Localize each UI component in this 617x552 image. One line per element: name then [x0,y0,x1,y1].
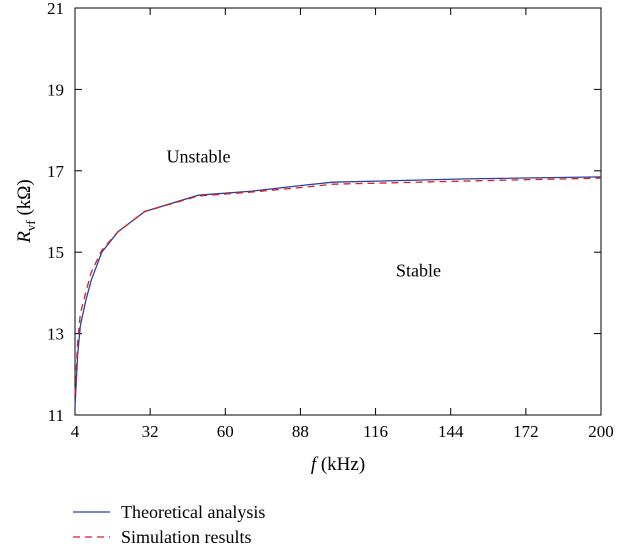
x-axis-var: f [311,454,319,475]
x-tick-label: 116 [363,422,388,441]
y-axis-label: Rvf (kΩ) [14,179,38,243]
x-axis-unit: (kHz) [316,454,365,475]
series-layer [74,176,602,407]
x-tick-label: 32 [142,422,159,441]
legend-label-simulation: Simulation results [121,527,252,547]
legend-label-theoretical: Theoretical analysis [121,502,265,522]
annotations: Unstable Stable [166,147,441,281]
x-tick-label: 4 [71,422,80,441]
y-axis-sub: vf [23,220,38,232]
tick-labels: 4 32 60 88 116 144 172 200 11 13 15 17 19 21 [47,0,614,441]
axis-ticks [74,7,602,416]
annotation-stable: Stable [396,261,441,281]
y-axis-unit: (kΩ) [14,179,35,220]
y-tick-label: 17 [47,162,65,181]
x-tick-label: 172 [513,422,539,441]
legend: Theoretical analysis Simulation results [73,502,265,547]
y-tick-label: 21 [47,0,64,18]
x-tick-label: 200 [588,422,614,441]
x-tick-label: 144 [438,422,464,441]
plot-area-frame [74,7,602,416]
x-tick-label: 60 [217,422,234,441]
y-axis-var: R [14,231,35,244]
x-axis-label: f (kHz) [311,454,365,475]
series-line-theoretical [74,176,602,407]
x-tick-label: 88 [292,422,309,441]
y-tick-label: 15 [47,243,64,262]
series-line-simulation [74,177,602,395]
y-tick-label: 19 [47,80,64,99]
annotation-unstable: Unstable [166,147,230,167]
y-tick-label: 13 [47,325,64,344]
y-tick-label: 11 [48,406,64,425]
